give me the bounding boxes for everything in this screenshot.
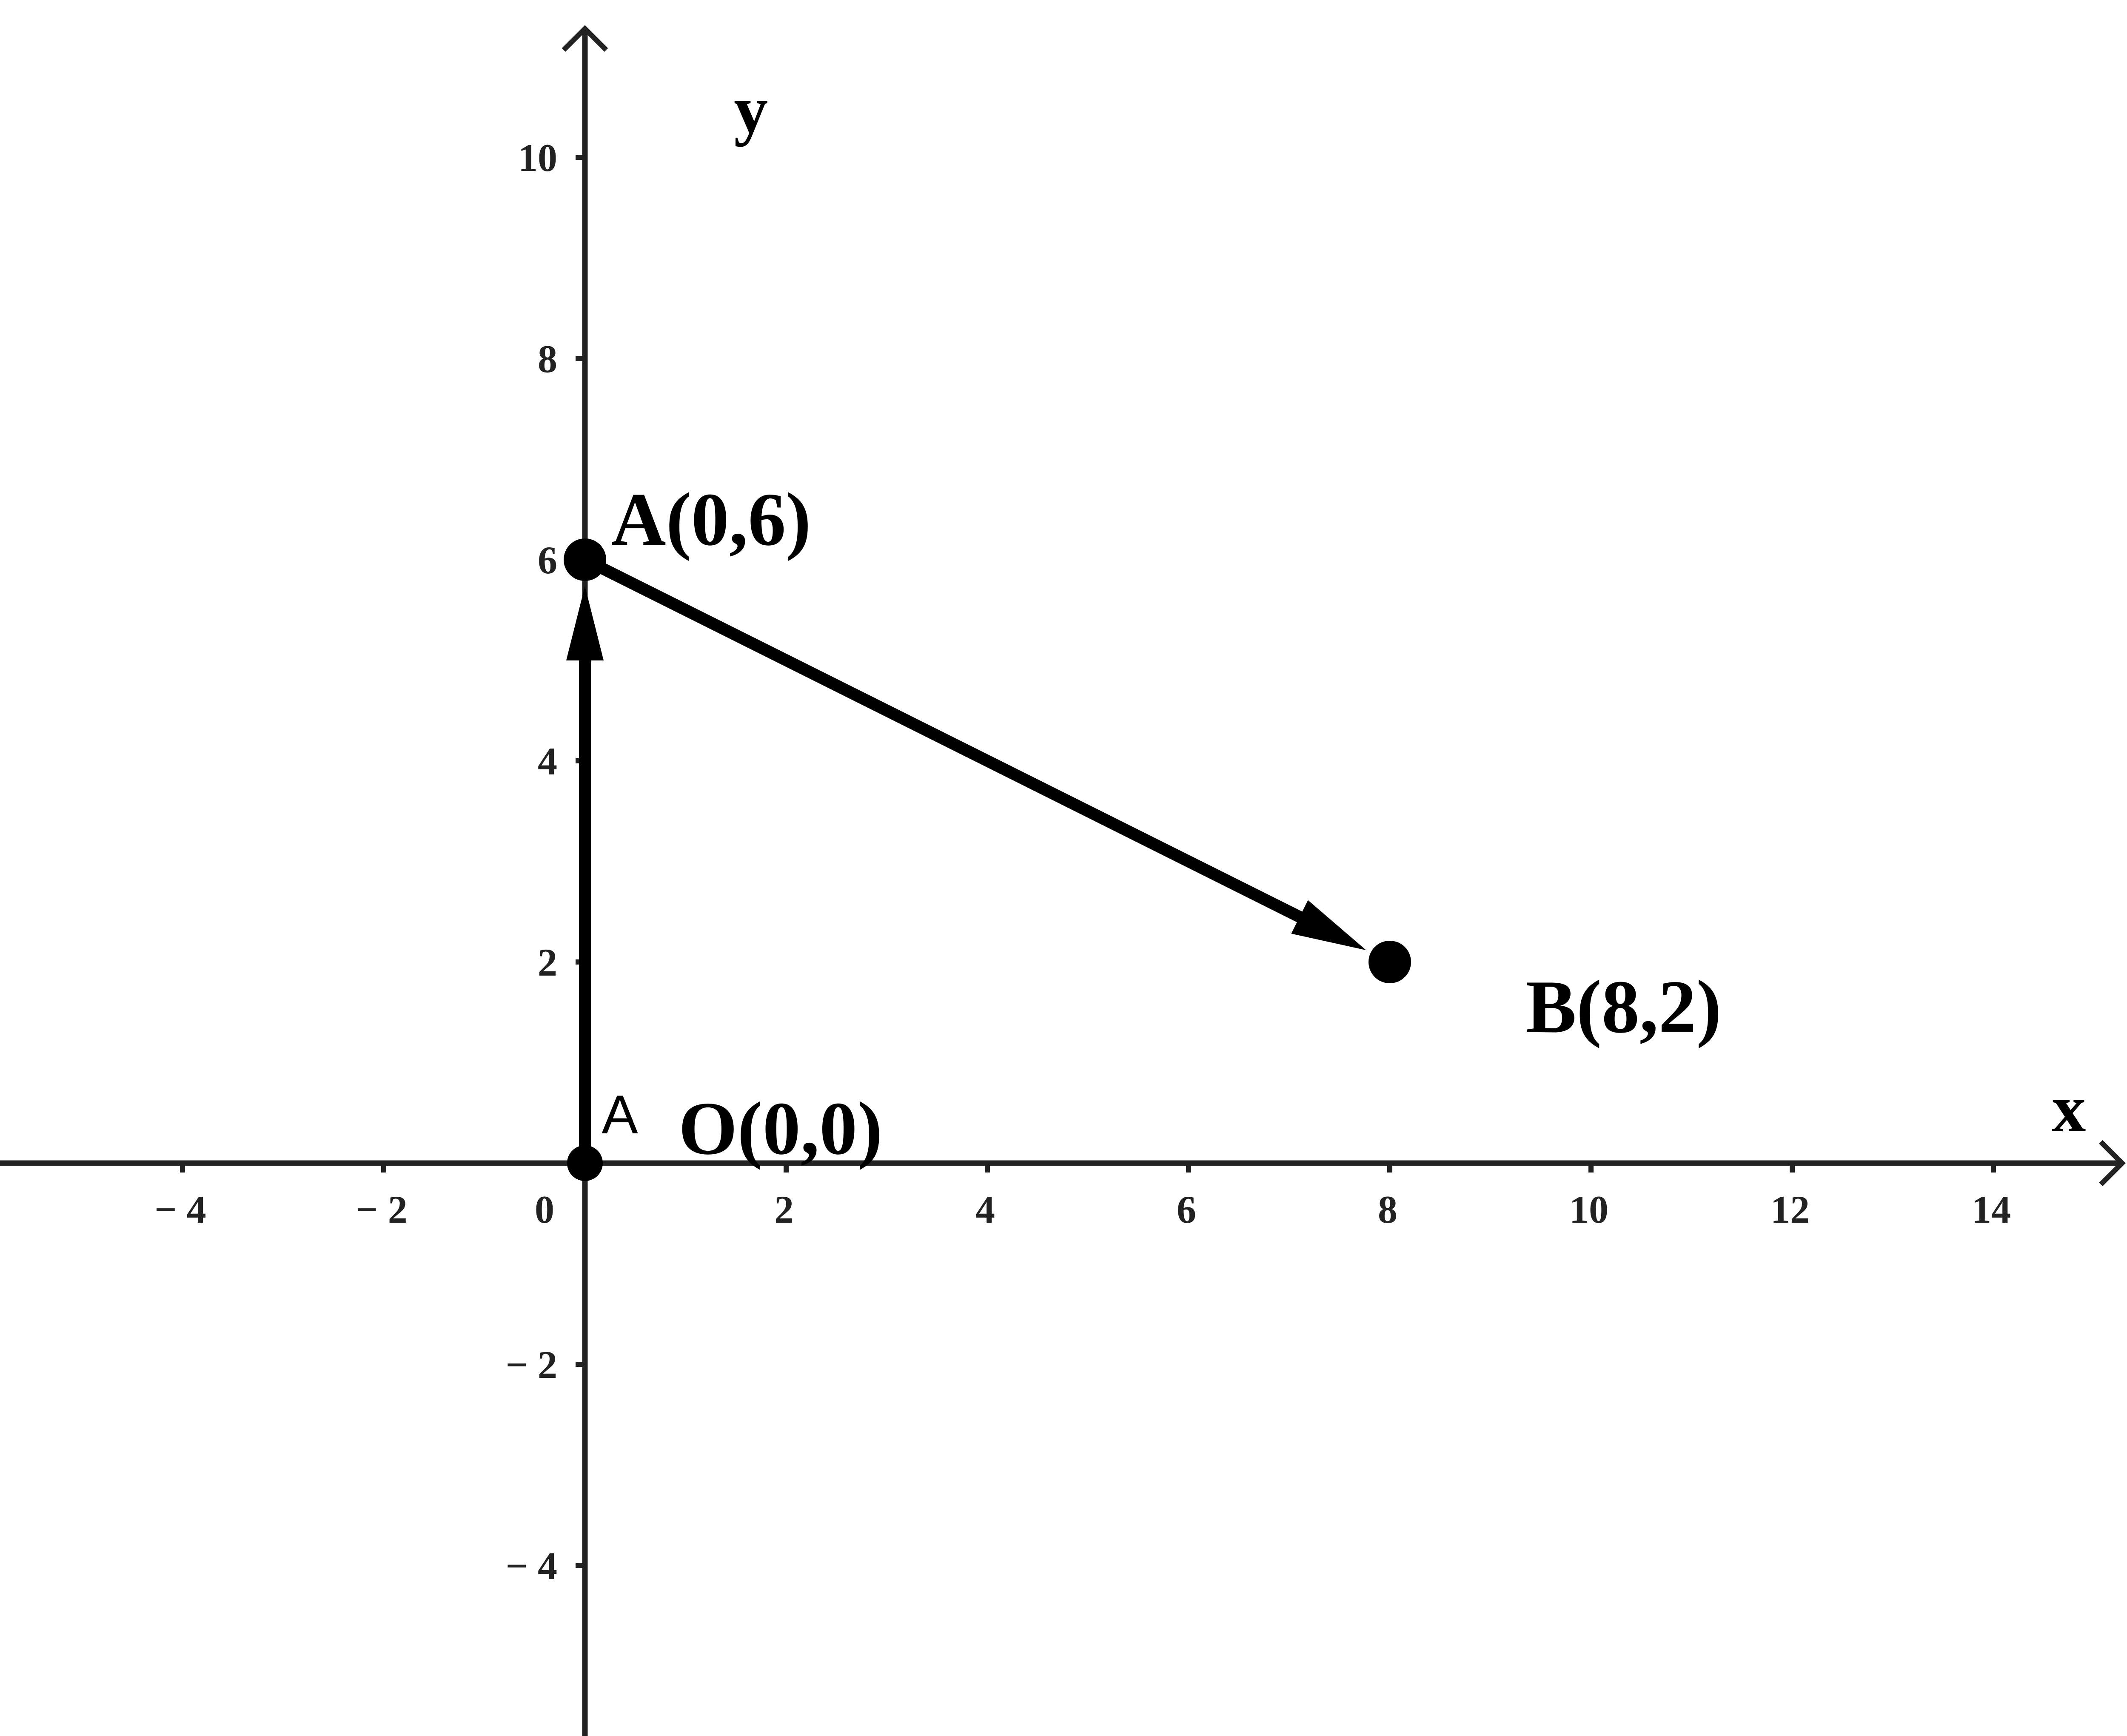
axes (0, 25, 2126, 1736)
point-O-label: O(0,0) (679, 1086, 883, 1170)
x-tick-label: 2 (774, 1188, 794, 1231)
vector-OA-label: A (602, 1084, 638, 1145)
vector-OA-arrowhead (566, 586, 604, 660)
vector-AB-arrowhead (1291, 900, 1366, 951)
x-tick-label: 6 (1177, 1188, 1196, 1231)
labels: x y A O(0,0) A(0,6) B(8,2) (602, 71, 2086, 1170)
x-tick-label: − 4 (154, 1188, 206, 1231)
x-axis-label: x (2052, 1070, 2086, 1146)
points (564, 538, 1411, 1181)
axis-ticks: − 4 − 2 2 4 6 8 10 12 14 − 4 − 2 2 4 6 8 10 0 (154, 136, 2011, 1588)
y-tick-label: 4 (538, 740, 557, 783)
y-tick-label: 8 (538, 337, 557, 381)
y-axis-label: y (734, 71, 768, 147)
origin-label: 0 (535, 1188, 554, 1231)
x-axis-arrowhead (2099, 1140, 2126, 1187)
vector-AB (582, 554, 1306, 925)
x-tick-label: 12 (1771, 1188, 1810, 1231)
vectors (566, 554, 1366, 1163)
y-tick-label: 10 (518, 136, 557, 179)
point-O (567, 1145, 603, 1181)
y-tick-label: 2 (538, 941, 557, 984)
x-tick-label: 10 (1569, 1188, 1608, 1231)
point-B (1369, 941, 1411, 983)
x-tick-label: 8 (1378, 1188, 1397, 1231)
x-tick-label: 14 (1972, 1188, 2011, 1231)
y-tick-label: − 2 (506, 1343, 557, 1386)
point-A-label: A(0,6) (611, 477, 811, 561)
point-B-label: B(8,2) (1526, 965, 1722, 1049)
y-tick-label: 6 (538, 538, 557, 582)
point-A (564, 538, 606, 581)
y-tick-label: − 4 (506, 1544, 557, 1588)
x-tick-label: − 2 (356, 1188, 407, 1231)
y-axis-arrowhead (562, 25, 608, 52)
x-tick-label: 4 (975, 1188, 995, 1231)
